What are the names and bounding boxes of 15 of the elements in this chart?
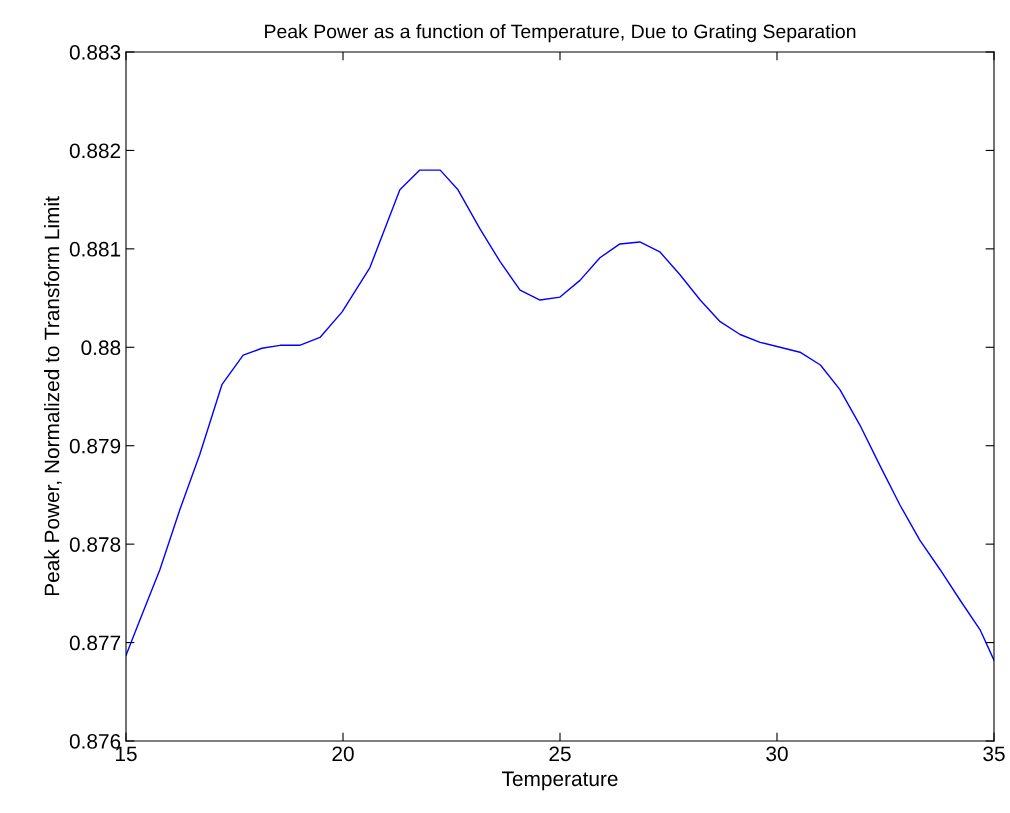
line-series [126, 169, 994, 661]
y-tick-label: 0.88 [81, 340, 121, 356]
y-tick-label: 0.881 [69, 241, 121, 257]
x-tick-label: 30 [766, 746, 788, 762]
y-tick-label: 0.879 [69, 438, 121, 454]
y-tick-label: 0.877 [69, 635, 121, 651]
y-tick-label: 0.882 [69, 143, 121, 159]
x-tick-label: 25 [549, 746, 571, 762]
y-axis-title: Peak Power, Normalized to Transform Limit [44, 196, 62, 596]
x-axis-title: Temperature [502, 771, 618, 791]
x-tick-label: 20 [332, 746, 354, 762]
chart-title: Peak Power as a function of Temperature, Due to Grating Separation [265, 24, 856, 43]
x-tick-label: 35 [983, 746, 1005, 762]
y-tick-label: 0.883 [69, 45, 121, 60]
y-tick-label: 0.878 [69, 537, 121, 552]
